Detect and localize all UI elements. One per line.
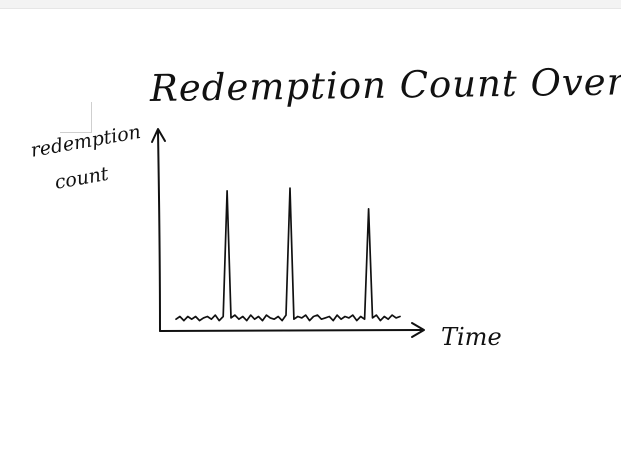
x-axis-label: Time xyxy=(441,323,502,351)
x-axis-line xyxy=(159,329,423,332)
page-corner-mark xyxy=(60,102,92,133)
y-axis-line xyxy=(157,131,161,332)
x-axis-arrowhead xyxy=(411,322,425,338)
y-axis-arrowhead xyxy=(151,128,166,143)
window-top-strip xyxy=(0,0,621,9)
data-series-line xyxy=(175,187,401,322)
